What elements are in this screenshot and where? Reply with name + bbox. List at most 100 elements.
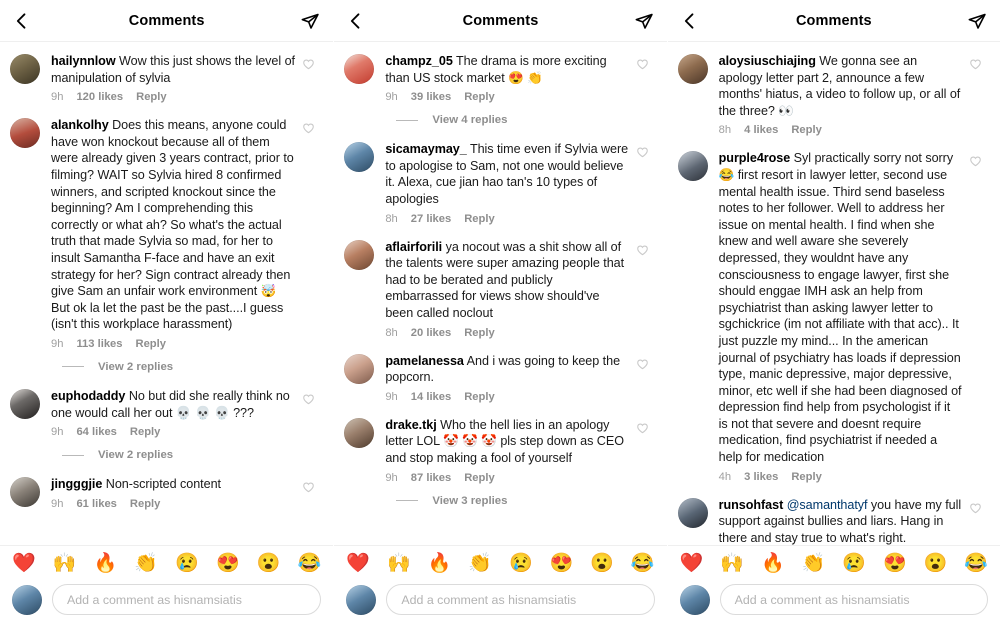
- comment-item[interactable]: champz_05 The drama is more exciting tha…: [334, 53, 666, 103]
- quick-emoji-1[interactable]: 🙌: [52, 552, 77, 574]
- quick-emoji-4[interactable]: 😢: [508, 552, 533, 574]
- comment-username[interactable]: drake.tkj: [385, 417, 437, 432]
- comment-username[interactable]: euphodaddy: [51, 388, 126, 403]
- comment-username[interactable]: alankolhy: [51, 118, 109, 133]
- current-user-avatar[interactable]: [679, 585, 710, 615]
- quick-emoji-6[interactable]: 😮: [256, 552, 281, 574]
- comment-username[interactable]: champz_05: [385, 54, 453, 68]
- comment-like-count[interactable]: 39 likes: [410, 91, 452, 104]
- avatar[interactable]: [344, 239, 375, 270]
- like-heart-icon[interactable]: [968, 53, 990, 71]
- comment-item[interactable]: aflairforili ya nocout was a shit show a…: [334, 239, 666, 339]
- comment-username[interactable]: jingggjie: [51, 477, 103, 492]
- like-heart-icon[interactable]: [968, 497, 990, 515]
- view-replies-label[interactable]: View 4 replies: [432, 114, 508, 127]
- comment-username[interactable]: runsohfast: [718, 497, 784, 512]
- avatar[interactable]: [10, 54, 40, 84]
- direct-share-icon[interactable]: [966, 11, 988, 31]
- quick-emoji-row[interactable]: ❤️ 🙌 🔥 👏 😢 😍 😮 😂: [0, 546, 333, 580]
- comment-item[interactable]: alankolhy Does this means, anyone could …: [0, 117, 333, 350]
- like-heart-icon[interactable]: [301, 117, 323, 135]
- quick-emoji-0[interactable]: ❤️: [346, 552, 370, 574]
- quick-emoji-6[interactable]: 😮: [590, 552, 614, 574]
- quick-emoji-7[interactable]: 😂: [297, 552, 322, 574]
- comment-like-count[interactable]: 113 likes: [76, 337, 123, 350]
- avatar[interactable]: [344, 142, 375, 173]
- quick-emoji-3[interactable]: 👏: [134, 552, 159, 574]
- comment-username[interactable]: aloysiuschiajing: [718, 54, 816, 68]
- avatar[interactable]: [344, 417, 375, 448]
- direct-share-icon[interactable]: [299, 11, 321, 31]
- comment-item[interactable]: sicamaymay_ This time even if Sylvia wer…: [334, 141, 666, 225]
- quick-emoji-7[interactable]: 😂: [964, 552, 988, 574]
- comment-username[interactable]: pamelanessa: [385, 353, 464, 368]
- view-replies-row[interactable]: View 4 replies: [334, 114, 666, 126]
- back-icon[interactable]: [680, 11, 700, 31]
- current-user-avatar[interactable]: [346, 585, 377, 615]
- reply-button[interactable]: Reply: [136, 91, 167, 104]
- avatar[interactable]: [10, 388, 40, 419]
- comment-username[interactable]: aflairforili: [385, 239, 443, 254]
- comment-item[interactable]: aloysiuschiajing We gonna see an apology…: [668, 53, 1000, 136]
- comment-item[interactable]: pamelanessa And i was going to keep the …: [334, 353, 666, 403]
- avatar[interactable]: [677, 54, 708, 84]
- reply-button[interactable]: Reply: [464, 390, 495, 403]
- reply-button[interactable]: Reply: [791, 124, 822, 137]
- direct-share-icon[interactable]: [633, 11, 655, 31]
- like-heart-icon[interactable]: [635, 353, 657, 371]
- quick-emoji-row[interactable]: ❤️ 🙌 🔥 👏 😢 😍 😮 😂: [334, 546, 666, 580]
- like-heart-icon[interactable]: [968, 150, 990, 168]
- comment-like-count[interactable]: 120 likes: [76, 91, 124, 104]
- comment-item[interactable]: runsohfast @samanthatyf you have my full…: [668, 497, 1000, 545]
- quick-emoji-5[interactable]: 😍: [549, 552, 574, 574]
- like-heart-icon[interactable]: [301, 476, 323, 494]
- comment-like-count[interactable]: 20 likes: [410, 326, 452, 339]
- quick-emoji-2[interactable]: 🔥: [93, 552, 118, 574]
- view-replies-label[interactable]: View 2 replies: [98, 449, 174, 462]
- comment-like-count[interactable]: 3 likes: [744, 470, 779, 483]
- quick-emoji-5[interactable]: 😍: [882, 552, 907, 574]
- like-heart-icon[interactable]: [635, 141, 657, 159]
- comment-like-count[interactable]: 27 likes: [410, 212, 452, 225]
- quick-emoji-1[interactable]: 🙌: [720, 552, 744, 574]
- comment-item[interactable]: jingggjie Non-scripted content 9h 61 likes…: [0, 476, 333, 510]
- quick-emoji-0[interactable]: ❤️: [679, 552, 704, 574]
- quick-emoji-5[interactable]: 😍: [215, 552, 240, 574]
- comments-list[interactable]: hailynnlow Wow this just shows the level…: [0, 42, 333, 545]
- comment-like-count[interactable]: 61 likes: [76, 497, 117, 510]
- back-icon[interactable]: [346, 11, 366, 31]
- comment-like-count[interactable]: 64 likes: [76, 426, 117, 439]
- avatar[interactable]: [677, 497, 708, 528]
- avatar[interactable]: [10, 477, 40, 508]
- view-replies-label[interactable]: View 3 replies: [432, 494, 508, 507]
- quick-emoji-3[interactable]: 👏: [801, 552, 826, 574]
- back-icon[interactable]: [12, 11, 32, 31]
- comment-item[interactable]: drake.tkj Who the hell lies in an apolog…: [334, 417, 666, 484]
- reply-button[interactable]: Reply: [791, 470, 822, 483]
- avatar[interactable]: [344, 353, 375, 384]
- view-replies-row[interactable]: View 2 replies: [0, 361, 333, 373]
- comment-username[interactable]: hailynnlow: [51, 54, 116, 68]
- comment-username[interactable]: sicamaymay_: [385, 142, 467, 157]
- comments-list[interactable]: champz_05 The drama is more exciting tha…: [334, 42, 666, 545]
- reply-button[interactable]: Reply: [464, 212, 495, 225]
- comment-item[interactable]: hailynnlow Wow this just shows the level…: [0, 53, 333, 103]
- reply-button[interactable]: Reply: [464, 471, 495, 484]
- quick-emoji-4[interactable]: 😢: [175, 552, 199, 574]
- reply-button[interactable]: Reply: [135, 337, 166, 350]
- view-replies-row[interactable]: View 2 replies: [0, 449, 333, 461]
- quick-emoji-2[interactable]: 🔥: [760, 552, 785, 574]
- quick-emoji-row[interactable]: ❤️ 🙌 🔥 👏 😢 😍 😮 😂: [668, 546, 1000, 580]
- like-heart-icon[interactable]: [635, 417, 657, 435]
- comment-item[interactable]: euphodaddy No but did she really think n…: [0, 388, 333, 438]
- quick-emoji-2[interactable]: 🔥: [427, 552, 452, 574]
- comment-input[interactable]: Add a comment as hisnamsiatis: [52, 584, 322, 615]
- avatar[interactable]: [677, 151, 708, 182]
- comment-mention-link[interactable]: @samanthatyf: [786, 497, 868, 512]
- current-user-avatar[interactable]: [12, 585, 42, 615]
- quick-emoji-0[interactable]: ❤️: [12, 552, 36, 574]
- comments-list[interactable]: aloysiuschiajing We gonna see an apology…: [668, 42, 1000, 545]
- comment-input[interactable]: Add a comment as hisnamsiatis: [719, 584, 988, 615]
- like-heart-icon[interactable]: [635, 239, 657, 257]
- quick-emoji-3[interactable]: 👏: [468, 552, 492, 574]
